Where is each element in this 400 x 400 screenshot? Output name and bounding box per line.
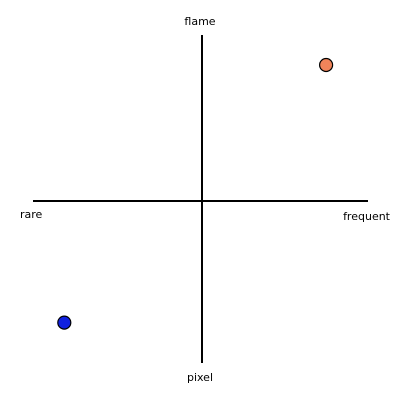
points-layer <box>57 57 334 330</box>
orange-point <box>319 57 334 73</box>
blue-point <box>57 315 72 330</box>
left-axis-label: rare <box>20 208 43 221</box>
right-axis-label: frequent <box>343 210 391 223</box>
top-axis-label: flame <box>184 15 215 28</box>
bottom-axis-label: pixel <box>187 371 213 384</box>
